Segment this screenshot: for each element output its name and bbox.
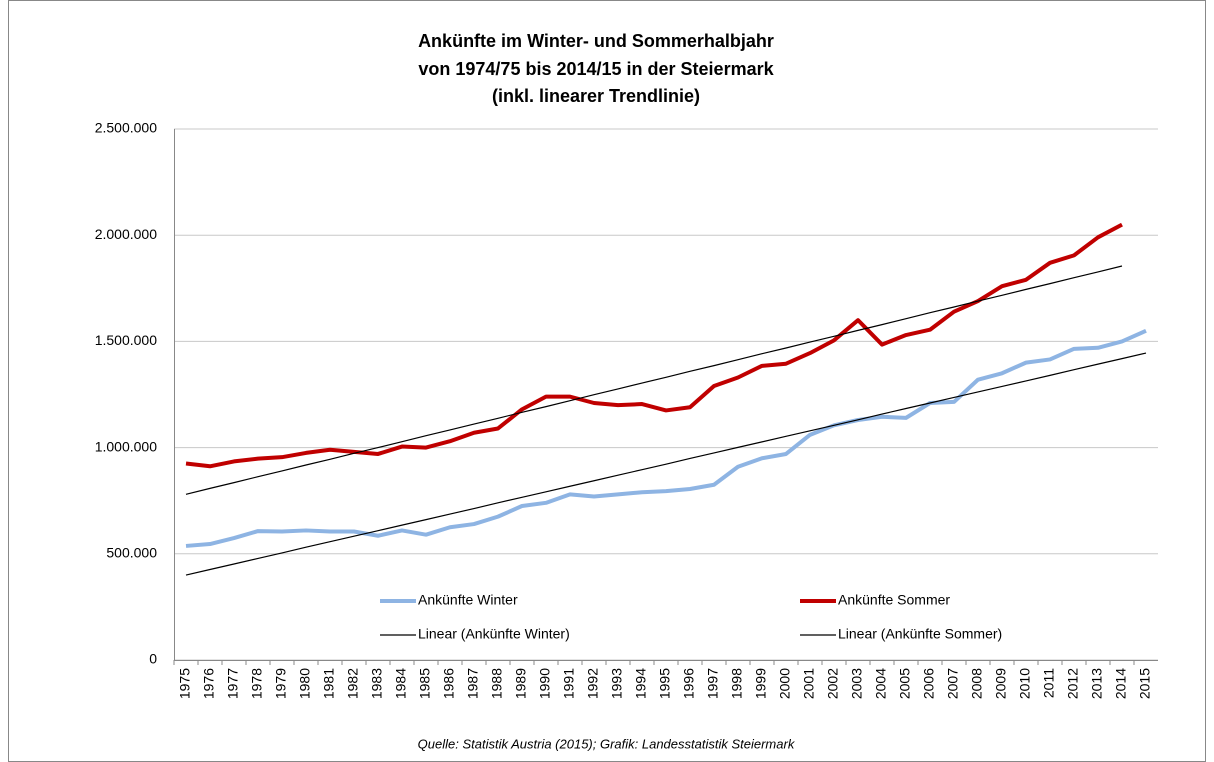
- x-tick-label: 1980: [297, 668, 313, 699]
- series-line: [185, 328, 1147, 548]
- x-tick-label: 1987: [465, 668, 481, 699]
- chart-title: von 1974/75 bis 2014/15 in der Steiermar…: [418, 59, 774, 79]
- x-tick-label: 2012: [1065, 668, 1081, 699]
- chart-title: Ankünfte im Winter- und Sommerhalbjahr: [418, 31, 774, 51]
- x-tick-label: 2014: [1113, 668, 1129, 699]
- y-tick-label: 1.000.000: [95, 438, 157, 454]
- x-tick-label: 1986: [441, 668, 457, 699]
- x-tick-label: 1998: [729, 668, 745, 699]
- x-tick-label: 2001: [801, 668, 817, 699]
- series-line: [185, 222, 1123, 469]
- x-tick-label: 1996: [681, 668, 697, 699]
- x-tick-label: 2015: [1137, 668, 1153, 699]
- y-tick-label: 2.000.000: [95, 226, 157, 242]
- x-tick-label: 1991: [561, 668, 577, 699]
- x-tick-label: 1993: [609, 668, 625, 699]
- legend-label: Ankünfte Winter: [418, 592, 518, 608]
- x-tick-label: 1983: [369, 668, 385, 699]
- legend-label: Ankünfte Sommer: [838, 592, 950, 608]
- x-tick-label: 2008: [969, 668, 985, 699]
- legend-label: Linear (Ankünfte Sommer): [838, 626, 1002, 642]
- x-tick-label: 1990: [537, 668, 553, 699]
- chart-title: (inkl. linearer Trendlinie): [492, 86, 700, 106]
- source-note: Quelle: Statistik Austria (2015); Grafik…: [418, 736, 796, 751]
- x-tick-label: 1978: [249, 668, 265, 699]
- x-tick-label: 2011: [1041, 668, 1057, 698]
- x-tick-label: 2013: [1089, 668, 1105, 699]
- x-tick-label: 1988: [489, 668, 505, 699]
- series-line: [185, 265, 1123, 495]
- x-tick-label: 2007: [945, 668, 961, 699]
- x-tick-label: 1977: [225, 668, 241, 699]
- chart-frame: [8, 0, 1206, 762]
- x-tick-label: 1976: [201, 668, 217, 699]
- x-tick-label: 2009: [993, 668, 1009, 699]
- x-tick-label: 2005: [897, 668, 913, 699]
- x-tick-label: 1982: [345, 668, 361, 699]
- x-tick-label: 2003: [849, 668, 865, 699]
- x-tick-label: 2004: [873, 668, 889, 699]
- x-tick-label: 1985: [417, 668, 433, 699]
- x-tick-label: 1992: [585, 668, 601, 699]
- x-tick-label: 1984: [393, 668, 409, 699]
- x-tick-label: 1999: [753, 668, 769, 699]
- x-tick-label: 1979: [273, 668, 289, 699]
- series-line: [185, 352, 1147, 576]
- y-tick-label: 2.500.000: [95, 120, 157, 136]
- x-tick-label: 2002: [825, 668, 841, 699]
- x-tick-label: 1981: [321, 668, 337, 699]
- x-tick-label: 1995: [657, 668, 673, 699]
- y-tick-label: 500.000: [106, 545, 157, 561]
- y-tick-label: 1.500.000: [95, 332, 157, 348]
- legend-label: Linear (Ankünfte Winter): [418, 626, 570, 642]
- x-tick-label: 1975: [177, 668, 193, 699]
- x-tick-label: 1997: [705, 668, 721, 699]
- x-tick-label: 2006: [921, 668, 937, 699]
- x-tick-label: 1994: [633, 668, 649, 699]
- x-tick-label: 1989: [513, 668, 529, 699]
- x-tick-label: 2000: [777, 668, 793, 699]
- x-tick-label: 2010: [1017, 668, 1033, 699]
- y-tick-label: 0: [149, 651, 157, 667]
